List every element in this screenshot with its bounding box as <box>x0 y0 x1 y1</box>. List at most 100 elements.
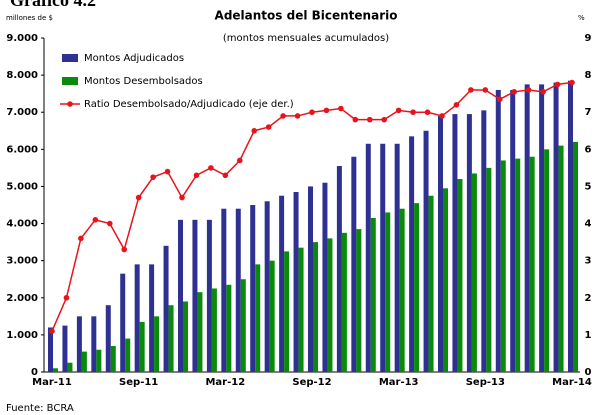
bar <box>192 219 198 372</box>
y-axis-label: millones de $ <box>6 14 53 22</box>
ratio-point <box>222 172 229 179</box>
ratio-point <box>366 116 373 123</box>
bar <box>423 130 429 372</box>
ratio-point <box>323 107 330 114</box>
ratio-point <box>251 127 258 134</box>
bar <box>105 305 111 372</box>
y2-axis-label: % <box>578 14 585 22</box>
y-tick-label: 2.000 <box>6 293 38 304</box>
x-tick-label: Sep-12 <box>292 377 331 388</box>
bar <box>81 351 87 372</box>
bar <box>573 141 578 372</box>
y-tick-label: 9.000 <box>6 33 38 44</box>
x-tick-label: Mar-14 <box>552 377 592 388</box>
bar <box>149 264 155 372</box>
legend-label: Montos Adjudicados <box>84 53 184 64</box>
ratio-point <box>410 109 416 116</box>
y2-tick-label: 5 <box>585 181 592 192</box>
bar <box>264 201 270 372</box>
bar <box>568 80 573 372</box>
ratio-point <box>482 87 489 93</box>
ratio-point <box>150 174 156 180</box>
ratio-point <box>338 105 344 112</box>
bar <box>313 242 318 372</box>
bar <box>67 362 73 372</box>
bar <box>544 149 550 372</box>
ratio-point <box>265 124 272 130</box>
legend-swatch <box>67 101 73 107</box>
y-tick-label: 7.000 <box>6 107 38 118</box>
y2-tick-label: 7 <box>585 107 592 118</box>
y-tick-label: 0 <box>31 367 38 378</box>
bar <box>62 325 68 372</box>
bar <box>510 89 516 372</box>
bar <box>322 182 328 372</box>
bar <box>76 316 82 372</box>
ratio-point <box>236 157 243 164</box>
x-tick-label: Mar-12 <box>205 377 245 388</box>
bar <box>409 136 415 372</box>
bar <box>284 251 290 372</box>
chart-subtitle: (montos mensuales acumulados) <box>223 33 389 44</box>
bar <box>240 279 246 372</box>
x-tick-label: Sep-13 <box>466 377 505 388</box>
bar <box>428 195 434 372</box>
y-tick-label: 6.000 <box>6 144 38 155</box>
bar <box>394 143 400 372</box>
bar <box>539 84 545 372</box>
bar <box>380 143 386 372</box>
bar <box>139 321 145 372</box>
bar <box>134 264 140 372</box>
ratio-point <box>179 194 185 201</box>
legend-swatch <box>62 54 78 62</box>
bar <box>226 284 232 372</box>
bar <box>327 238 333 372</box>
chart-title: Adelantos del Bicentenario <box>215 9 398 23</box>
ratio-point <box>193 172 200 179</box>
bar <box>457 179 463 372</box>
bar <box>221 208 227 372</box>
bar <box>120 273 126 372</box>
y2-tick-label: 6 <box>585 144 592 155</box>
bar <box>154 316 160 372</box>
bar <box>211 288 217 372</box>
bar <box>365 143 371 372</box>
ratio-point <box>309 109 315 116</box>
legend-label: Montos Desembolsados <box>84 76 203 87</box>
ratio-point <box>381 116 388 123</box>
ratio-point <box>106 220 113 227</box>
ratio-point <box>135 194 142 201</box>
bar <box>351 156 357 372</box>
bar <box>341 232 347 372</box>
bar <box>48 327 53 372</box>
ratio-point <box>511 89 518 95</box>
bar <box>438 115 443 372</box>
bar <box>91 316 97 372</box>
bar <box>250 205 256 372</box>
bar <box>356 229 362 372</box>
bar <box>452 114 458 373</box>
ratio-point <box>63 294 70 301</box>
ratio-point <box>121 246 128 253</box>
ratio-point <box>540 89 546 95</box>
bar <box>197 292 203 372</box>
y2-tick-label: 4 <box>585 219 592 230</box>
bar <box>399 208 405 372</box>
ratio-point <box>496 96 503 103</box>
y-tick-label: 1.000 <box>6 330 38 341</box>
bar <box>414 203 420 372</box>
ratio-point <box>208 165 214 171</box>
bar <box>500 160 506 372</box>
bar <box>486 167 492 372</box>
legend-swatch <box>62 77 78 85</box>
bar <box>279 195 285 372</box>
y-tick-label: 3.000 <box>6 256 38 267</box>
ratio-point <box>294 113 301 119</box>
ratio-point <box>395 107 402 114</box>
x-tick-label: Mar-11 <box>32 377 72 388</box>
bar <box>524 84 530 372</box>
bar <box>110 346 116 372</box>
bar <box>183 301 188 372</box>
bar <box>471 173 477 372</box>
y2-tick-label: 1 <box>585 330 592 341</box>
